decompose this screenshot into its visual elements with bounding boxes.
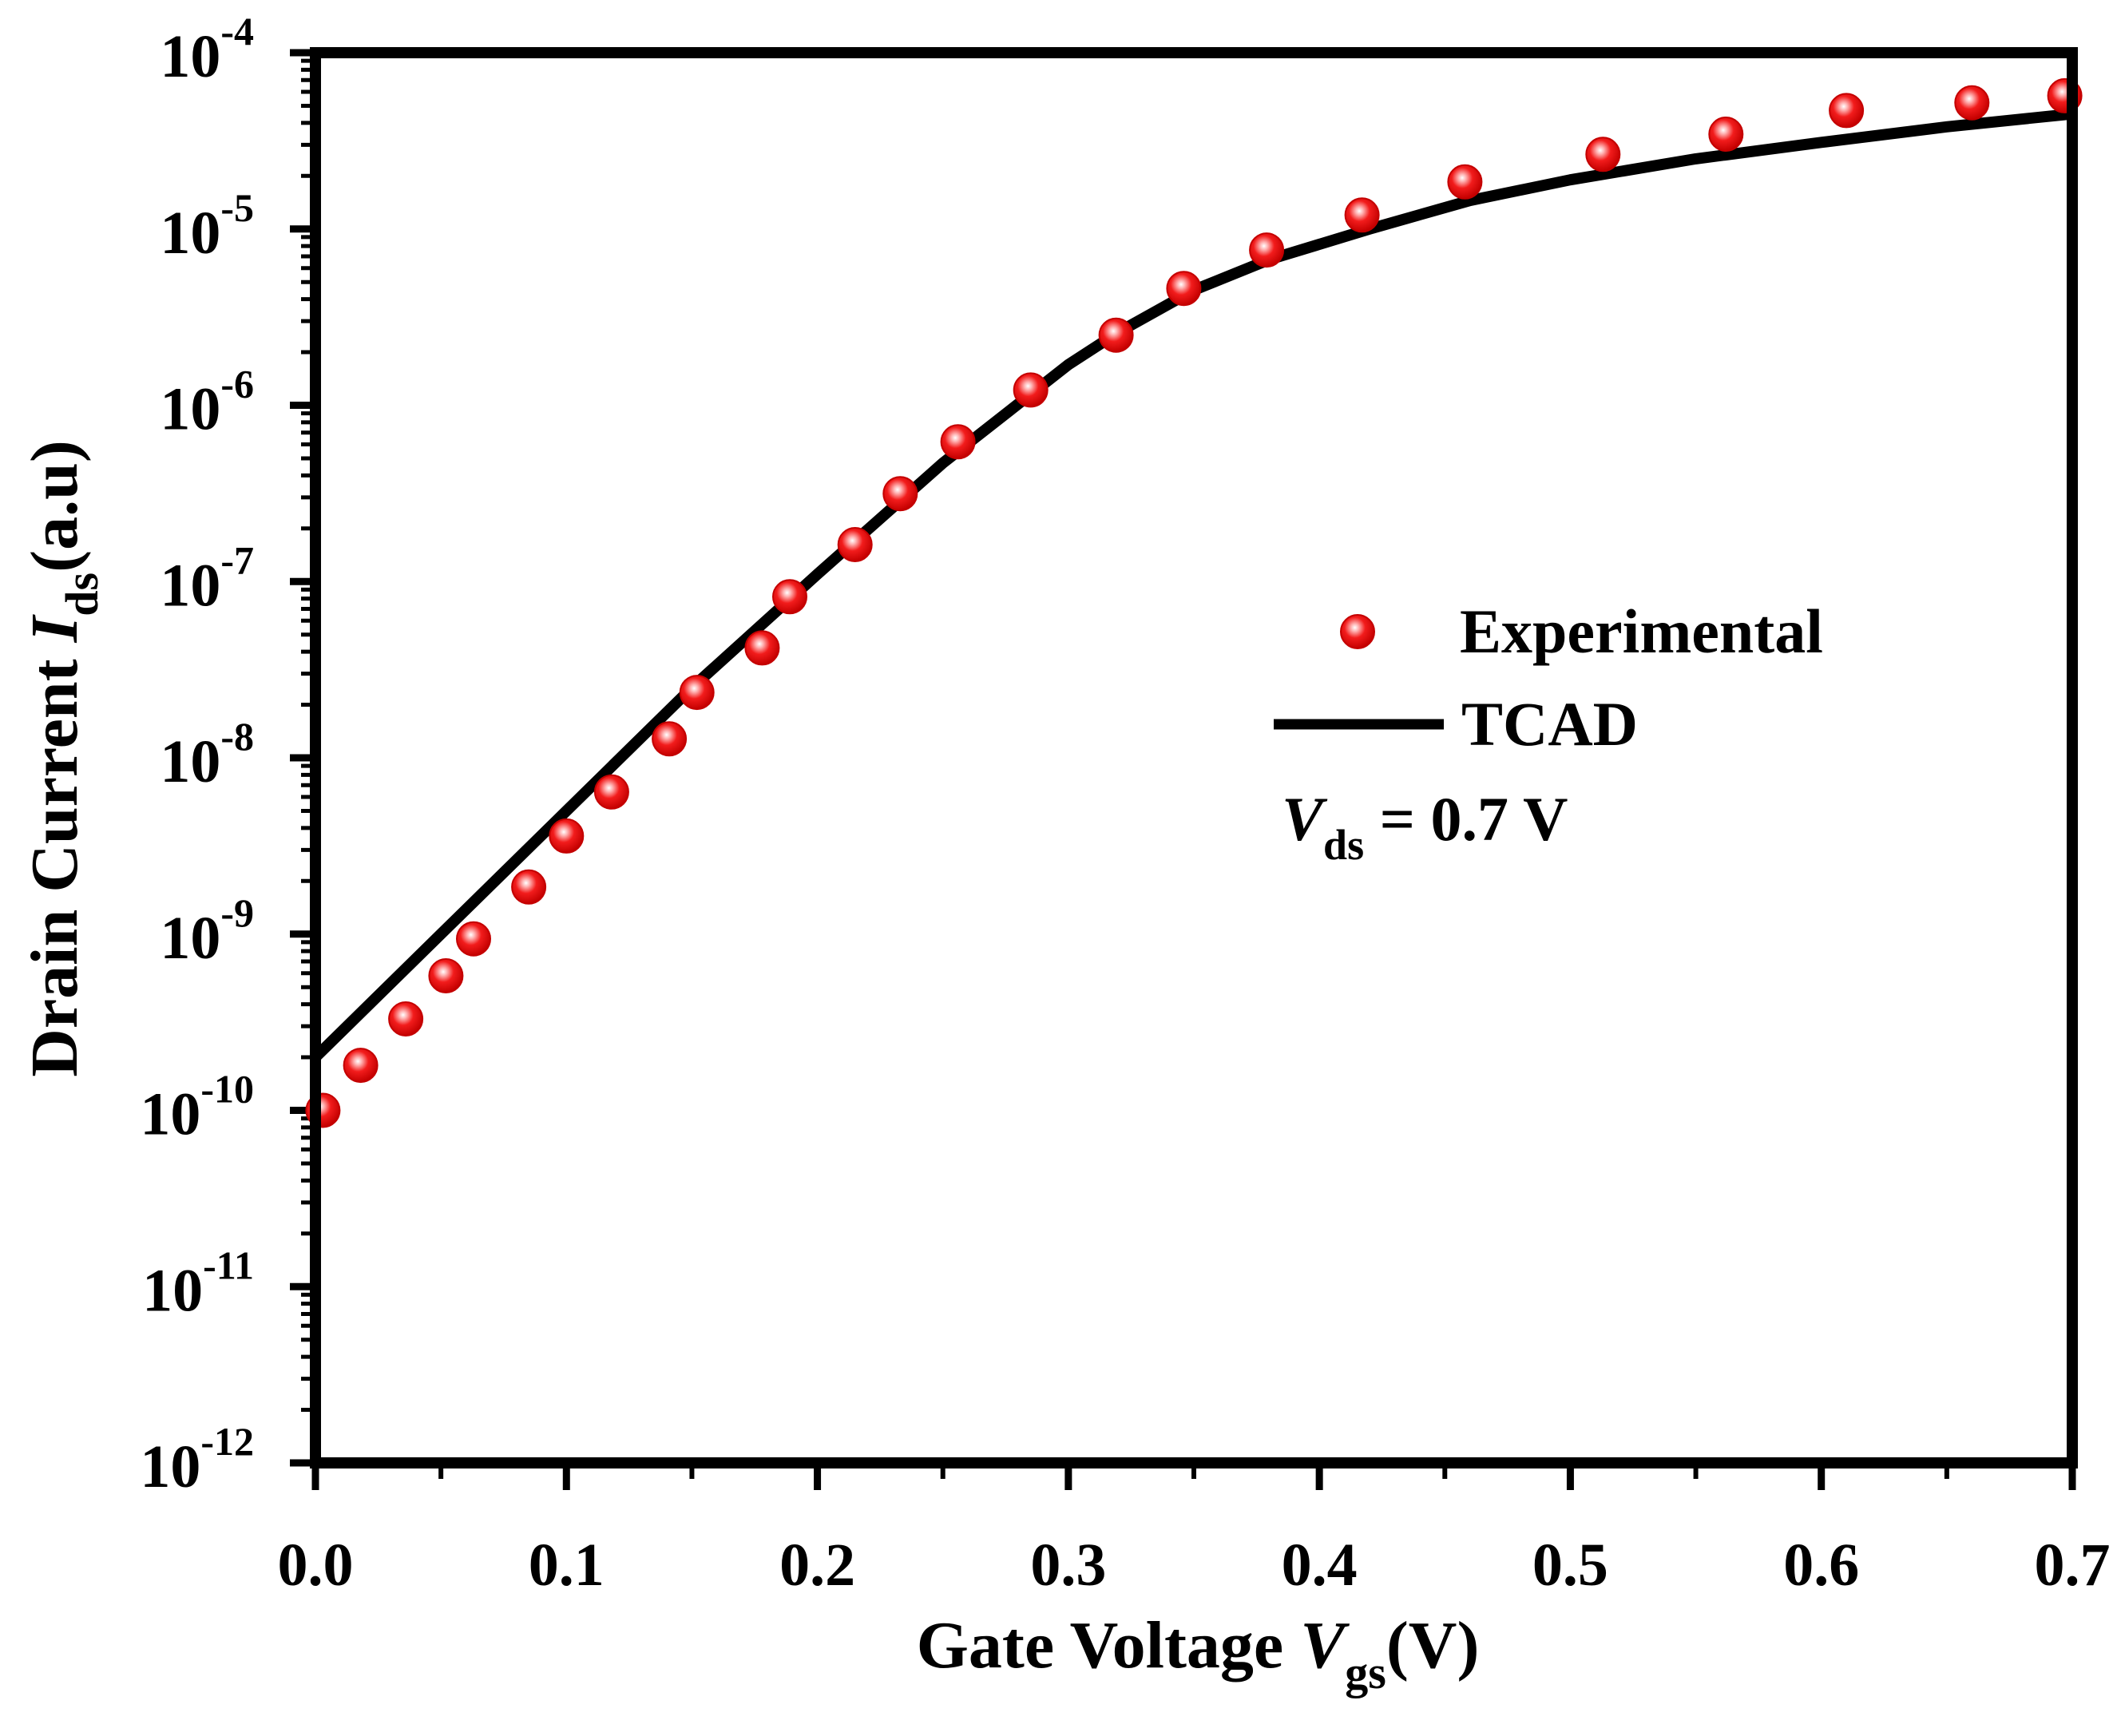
experimental-point [1585,137,1621,172]
experimental-point [1098,317,1134,353]
experimental-point [744,630,780,666]
x-tick-label: 0.7 [2035,1532,2111,1599]
experimental-point [1166,271,1202,307]
y-tick-label: 10-4 [160,9,254,90]
legend-label-tcad: TCAD [1461,689,1638,759]
y-axis-title: Drain Current Ids(a.u) [18,440,108,1077]
y-tick-label: 10-6 [160,362,254,443]
experimental-series [305,77,2083,1128]
plot-frame [310,47,2078,1468]
y-tick-label: 10-12 [140,1419,254,1500]
experimental-point [593,774,629,810]
tcad-line [311,108,2073,1061]
experimental-point [343,1048,379,1084]
tcad-series [311,108,2073,1061]
experimental-point [679,675,715,711]
experimental-point [428,958,464,993]
x-tick-label: 0.5 [1532,1532,1608,1599]
y-tick-label: 10-8 [160,714,254,795]
y-tick-label: 10-11 [142,1243,254,1324]
experimental-point [388,1001,424,1036]
experimental-point [1829,93,1865,129]
x-tick-label: 0.1 [529,1532,605,1599]
x-tick-label: 0.6 [1783,1532,1859,1599]
x-axis-ticks: 0.0 0.1 0.2 0.3 0.4 0.5 0.6 0.7 [278,1463,2111,1599]
legend-marker-experimental [1340,614,1375,649]
experimental-point [940,424,976,460]
experimental-point [1249,232,1285,268]
experimental-point [652,721,688,757]
experimental-point [511,869,547,905]
experimental-point [549,818,585,854]
y-tick-label: 10-10 [140,1067,254,1148]
y-tick-label: 10-7 [160,537,254,619]
x-tick-label: 0.4 [1282,1532,1358,1599]
experimental-point [772,579,807,615]
y-tick-label: 10-5 [160,185,254,267]
x-tick-label: 0.0 [278,1532,354,1599]
experimental-point [837,527,873,562]
x-tick-label: 0.2 [779,1532,855,1599]
experimental-point [1708,117,1744,152]
x-axis-title: Gate Voltage Vgs(V) [917,1608,1480,1698]
y-axis-ticks: 10-12 10-11 10-10 10-9 10-8 10-7 10-6 10-5 10-4 [140,9,315,1500]
y-tick-label: 10-9 [160,890,254,972]
experimental-point [456,921,491,957]
experimental-point [1344,197,1380,233]
vds-annotation: Vds = 0.7 V [1282,784,1568,869]
legend-label-experimental: Experimental [1460,597,1823,666]
experimental-point [1013,372,1049,408]
experimental-point [1447,164,1483,200]
x-tick-label: 0.3 [1030,1532,1106,1599]
experimental-point [882,476,918,512]
experimental-point [1954,85,1990,121]
legend: Experimental TCAD [1274,597,1823,759]
